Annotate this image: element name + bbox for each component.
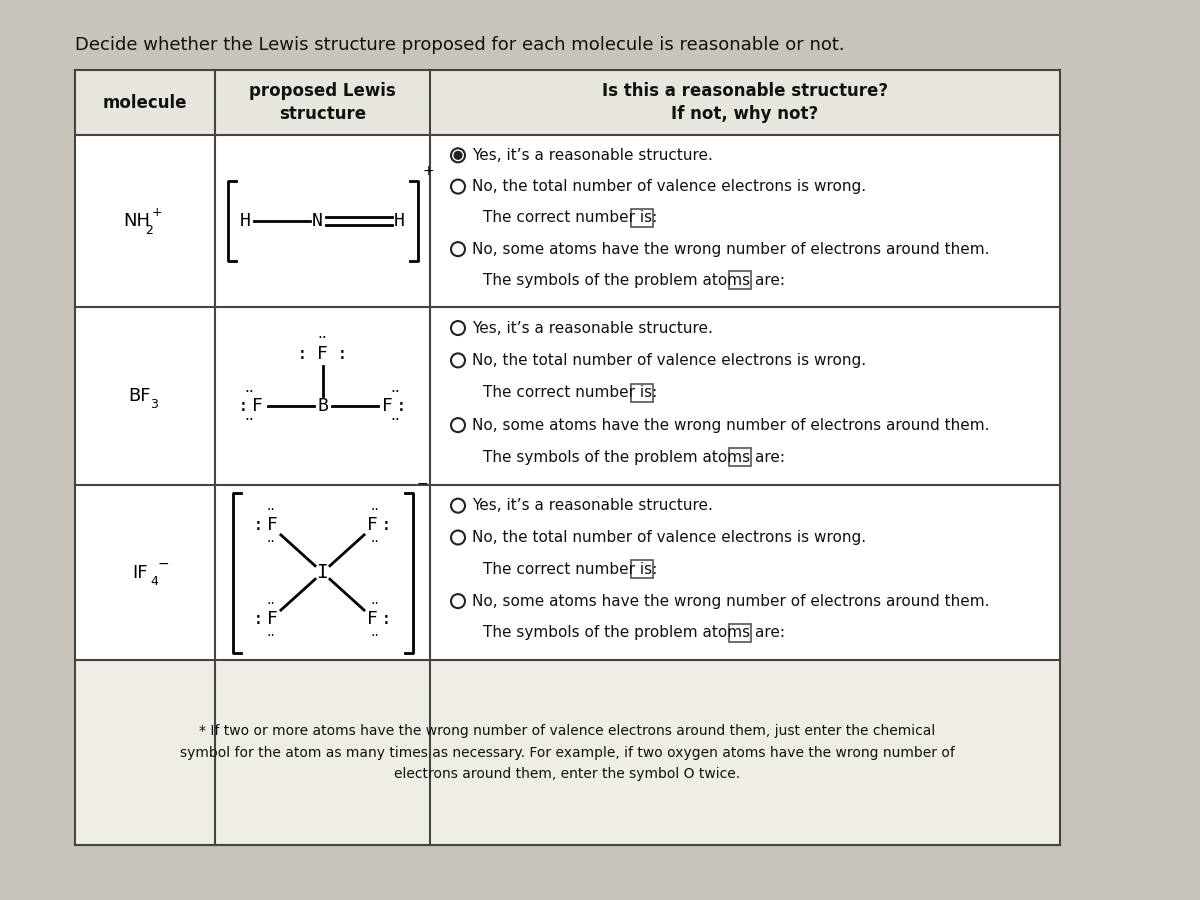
Text: F: F — [268, 517, 278, 535]
Text: :: : — [298, 345, 308, 363]
Text: :: : — [337, 345, 348, 363]
Circle shape — [451, 499, 466, 513]
Text: ··: ·· — [318, 330, 328, 346]
Circle shape — [451, 242, 466, 256]
Text: molecule: molecule — [103, 94, 187, 112]
Text: The correct number is:: The correct number is: — [482, 211, 658, 225]
Text: F: F — [268, 610, 278, 628]
Text: ··: ·· — [266, 597, 275, 610]
Text: N: N — [312, 212, 323, 230]
Bar — [74, 70, 1060, 845]
Circle shape — [451, 321, 466, 335]
Text: :: : — [253, 517, 264, 535]
Circle shape — [451, 530, 466, 544]
Text: No, the total number of valence electrons is wrong.: No, the total number of valence electron… — [472, 353, 866, 368]
Text: The symbols of the problem atoms are:: The symbols of the problem atoms are: — [482, 450, 785, 465]
Bar — [74, 70, 1060, 135]
Text: F: F — [367, 517, 378, 535]
Bar — [74, 660, 1060, 845]
Text: No, some atoms have the wrong number of electrons around them.: No, some atoms have the wrong number of … — [472, 418, 990, 433]
Text: 2: 2 — [145, 223, 152, 237]
Text: :: : — [382, 610, 392, 628]
Text: Yes, it’s a reasonable structure.: Yes, it’s a reasonable structure. — [472, 148, 713, 163]
Text: H: H — [240, 212, 251, 230]
Circle shape — [451, 148, 466, 162]
Text: ··: ·· — [266, 535, 275, 548]
Text: proposed Lewis
structure: proposed Lewis structure — [250, 82, 396, 123]
Text: +: + — [151, 205, 162, 219]
Text: ··: ·· — [266, 502, 275, 517]
Text: Is this a reasonable structure?
If not, why not?: Is this a reasonable structure? If not, … — [602, 82, 888, 123]
Bar — [631, 383, 653, 401]
Text: ··: ·· — [370, 502, 379, 517]
Text: +: + — [422, 164, 434, 178]
Text: :: : — [382, 517, 392, 535]
Circle shape — [451, 594, 466, 608]
Text: No, some atoms have the wrong number of electrons around them.: No, some atoms have the wrong number of … — [472, 594, 990, 608]
Text: F: F — [367, 610, 378, 628]
Circle shape — [451, 180, 466, 194]
Text: −: − — [157, 556, 169, 571]
Text: No, the total number of valence electrons is wrong.: No, the total number of valence electron… — [472, 179, 866, 194]
Bar — [728, 448, 750, 466]
Text: ··: ·· — [266, 628, 275, 643]
Text: F: F — [252, 397, 263, 415]
Text: −: − — [416, 476, 428, 491]
Text: No, the total number of valence electrons is wrong.: No, the total number of valence electron… — [472, 530, 866, 545]
Text: :: : — [238, 397, 248, 415]
Text: NH: NH — [124, 212, 150, 230]
Text: The correct number is:: The correct number is: — [482, 385, 658, 400]
Text: ··: ·· — [391, 412, 401, 427]
Text: * If two or more atoms have the wrong number of valence electrons around them, j: * If two or more atoms have the wrong nu… — [180, 724, 955, 781]
Text: ··: ·· — [370, 597, 379, 610]
Bar — [728, 272, 750, 290]
Text: The symbols of the problem atoms are:: The symbols of the problem atoms are: — [482, 626, 785, 641]
Text: The symbols of the problem atoms are:: The symbols of the problem atoms are: — [482, 273, 785, 288]
Text: :: : — [396, 397, 407, 415]
Text: No, some atoms have the wrong number of electrons around them.: No, some atoms have the wrong number of … — [472, 241, 990, 256]
Bar — [631, 561, 653, 579]
Bar — [728, 624, 750, 642]
Text: ··: ·· — [370, 535, 379, 548]
Text: H: H — [394, 212, 404, 230]
Text: IF: IF — [132, 563, 148, 581]
Text: BF: BF — [128, 387, 151, 405]
Text: I: I — [317, 563, 329, 582]
Text: Yes, it’s a reasonable structure.: Yes, it’s a reasonable structure. — [472, 499, 713, 513]
Bar — [631, 209, 653, 227]
Text: :: : — [253, 610, 264, 628]
Text: ··: ·· — [245, 384, 254, 400]
Circle shape — [451, 354, 466, 367]
Circle shape — [454, 151, 462, 160]
Text: Decide whether the Lewis structure proposed for each molecule is reasonable or n: Decide whether the Lewis structure propo… — [74, 36, 845, 54]
Circle shape — [451, 418, 466, 432]
Text: 3: 3 — [150, 399, 158, 411]
Text: B: B — [317, 397, 328, 415]
Text: Yes, it’s a reasonable structure.: Yes, it’s a reasonable structure. — [472, 320, 713, 336]
Text: ··: ·· — [245, 412, 254, 427]
Text: ··: ·· — [370, 628, 379, 643]
Text: F: F — [317, 345, 328, 363]
Text: F: F — [382, 397, 392, 415]
Text: 4: 4 — [150, 575, 158, 588]
Text: ··: ·· — [391, 384, 401, 400]
Text: The correct number is:: The correct number is: — [482, 562, 658, 577]
